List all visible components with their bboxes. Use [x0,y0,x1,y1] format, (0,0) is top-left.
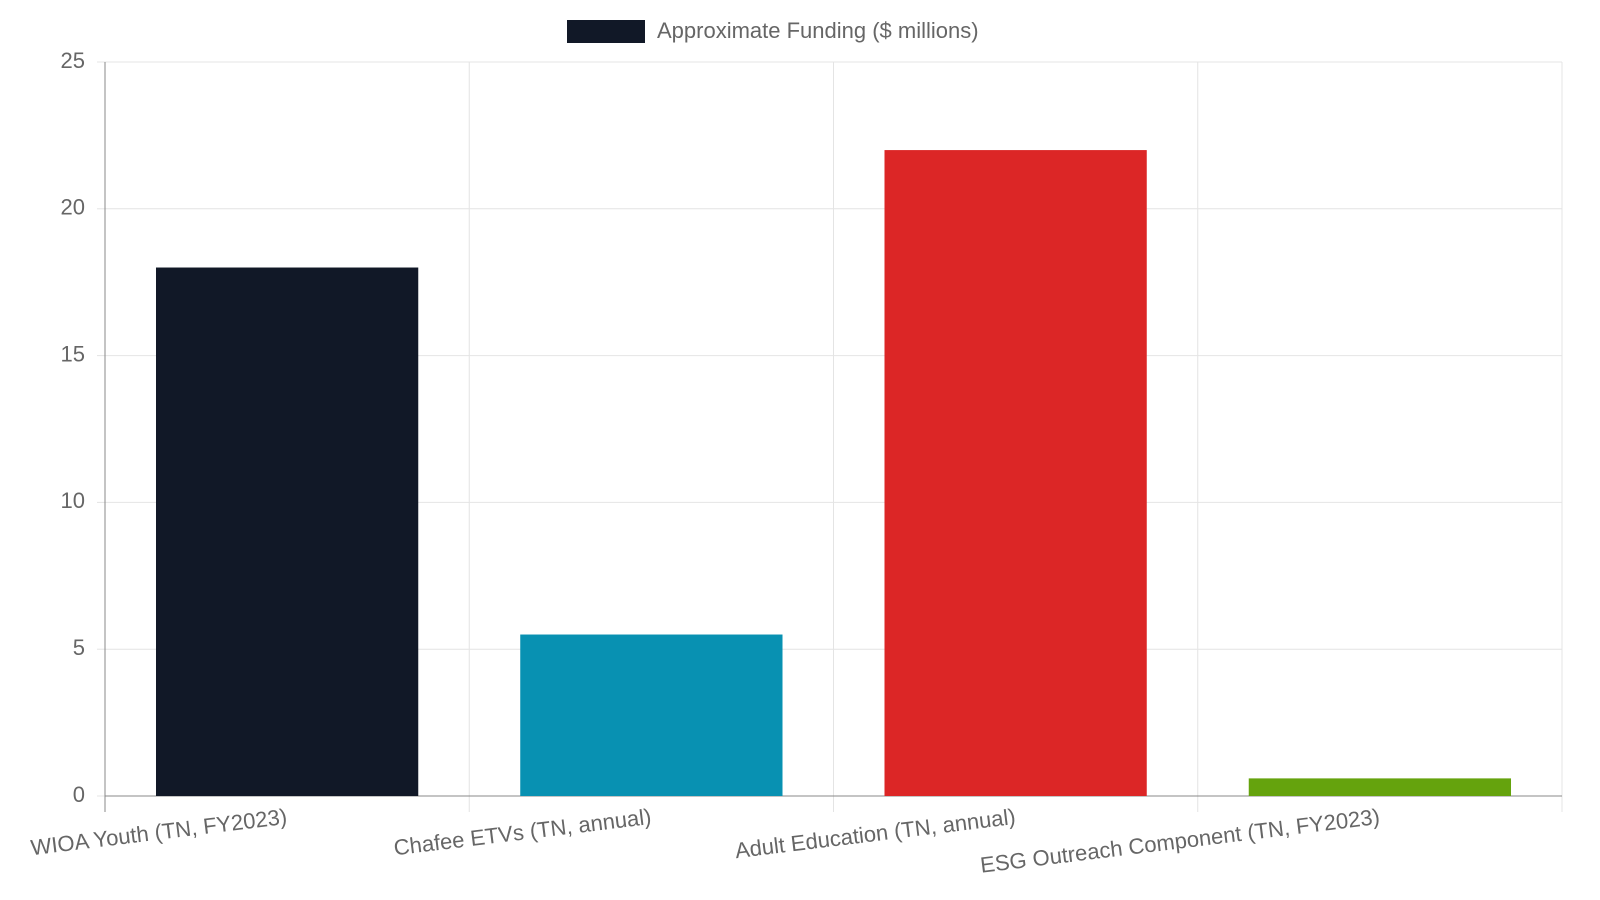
y-tick-label: 0 [73,782,85,807]
bar [155,267,419,796]
bar [520,634,783,796]
x-tick-label: Adult Education (TN, annual) [734,804,1017,863]
legend-label: Approximate Funding ($ millions) [657,18,979,43]
x-tick-label: WIOA Youth (TN, FY2023) [29,804,288,860]
y-tick-label: 10 [61,488,85,513]
bar [1248,778,1512,796]
y-tick-label: 15 [61,341,85,366]
y-tick-label: 20 [61,195,85,220]
legend-swatch [567,20,645,43]
y-tick-label: 5 [73,635,85,660]
x-tick-label: ESG Outreach Component (TN, FY2023) [979,804,1381,878]
x-tick-label: Chafee ETVs (TN, annual) [392,804,652,860]
bar [884,150,1147,796]
y-tick-label: 25 [61,48,85,73]
